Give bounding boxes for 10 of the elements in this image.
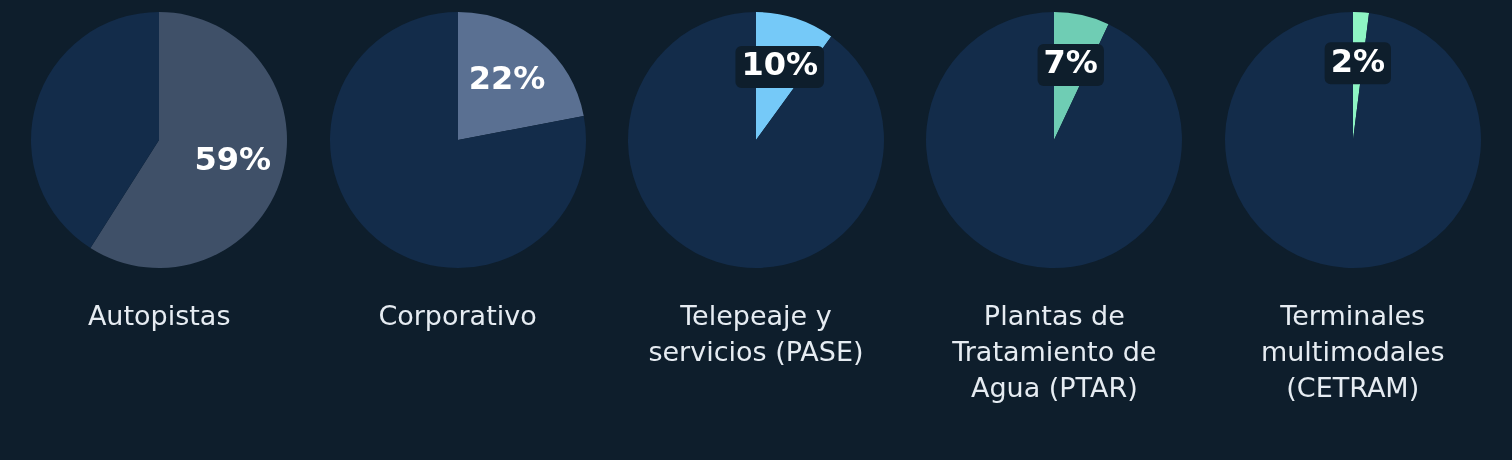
data-label: 2% <box>1330 41 1385 80</box>
text: Telepeaje y servicios (PASE) <box>647 299 865 369</box>
data-label: 10% <box>741 45 818 84</box>
text: Plantas de Tratamiento de Agua (PTAR) <box>951 299 1158 405</box>
data-label: 22% <box>468 59 545 98</box>
data-label: 59% <box>194 139 272 178</box>
text: Terminales multimodales (CETRAM) <box>1259 299 1446 405</box>
data-label: 7% <box>1043 43 1099 82</box>
text: Autopistas <box>86 299 232 333</box>
text: Corporativo <box>377 299 538 333</box>
